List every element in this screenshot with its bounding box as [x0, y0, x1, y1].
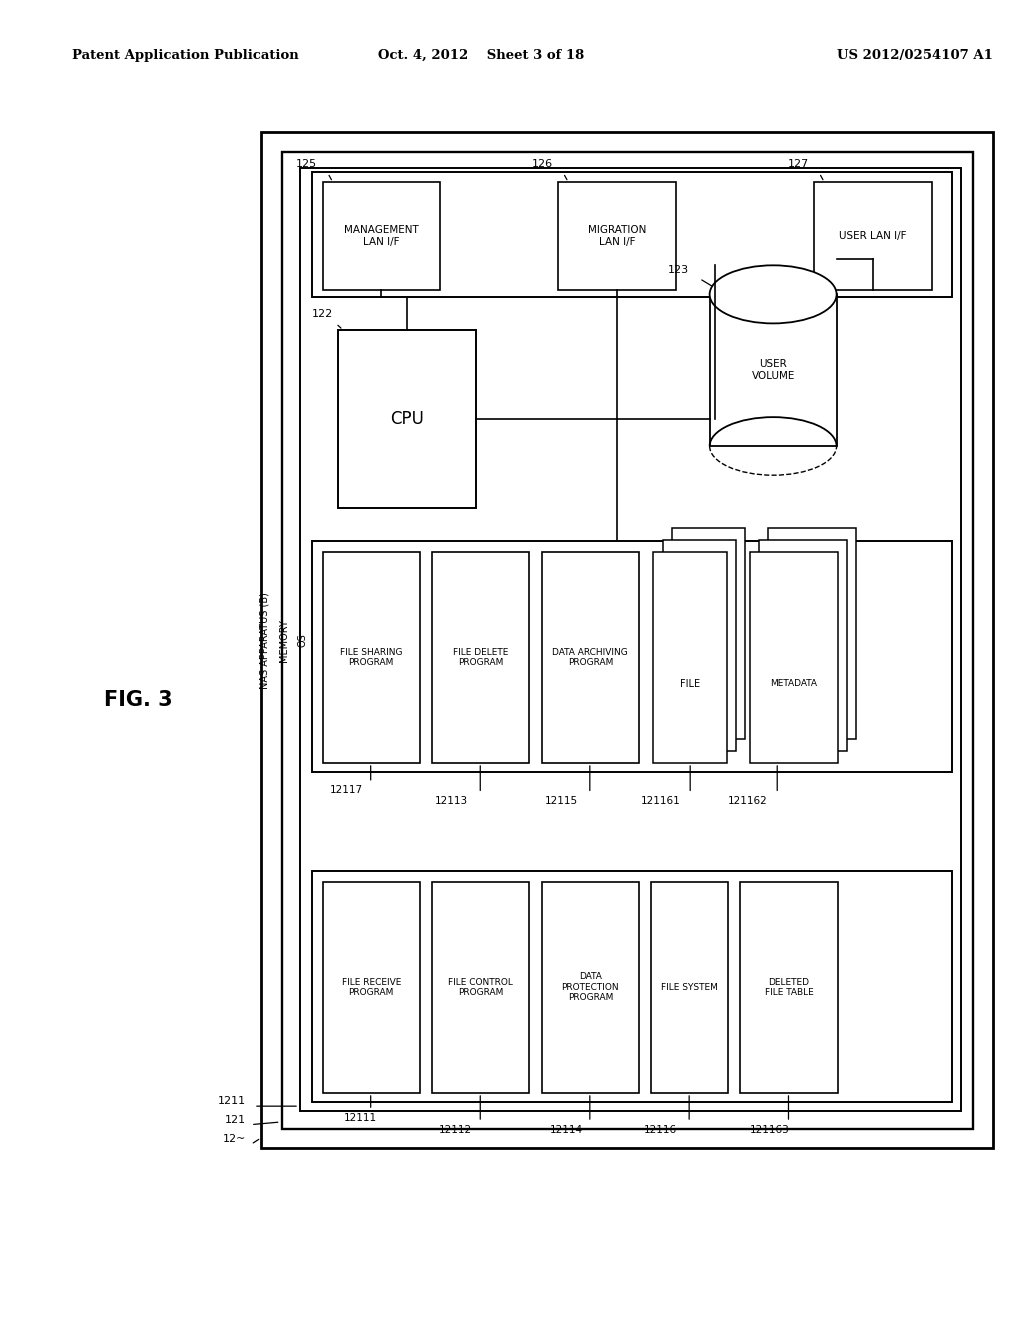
Text: FILE RECEIVE
PROGRAM: FILE RECEIVE PROGRAM	[342, 978, 400, 997]
Text: 121163: 121163	[751, 1125, 790, 1135]
Bar	[542, 882, 639, 1093]
Bar	[653, 552, 727, 763]
Text: 121: 121	[224, 1114, 246, 1125]
Text: Patent Application Publication: Patent Application Publication	[72, 49, 298, 62]
Bar	[261, 132, 993, 1148]
Text: FILE SYSTEM: FILE SYSTEM	[662, 983, 718, 991]
Bar	[740, 882, 838, 1093]
Text: NAS APPARATUS (B): NAS APPARATUS (B)	[259, 591, 269, 689]
Text: 121161: 121161	[641, 796, 680, 807]
Text: 12114: 12114	[550, 1125, 583, 1135]
Text: MANAGEMENT
LAN I/F: MANAGEMENT LAN I/F	[344, 226, 419, 247]
Text: USER LAN I/F: USER LAN I/F	[840, 231, 906, 242]
Bar	[323, 882, 420, 1093]
Bar	[300, 168, 961, 1111]
Text: 12113: 12113	[435, 796, 468, 807]
Text: Oct. 4, 2012    Sheet 3 of 18: Oct. 4, 2012 Sheet 3 of 18	[378, 49, 585, 62]
Bar	[558, 182, 676, 290]
Bar	[542, 552, 639, 763]
Bar	[663, 540, 736, 751]
Bar	[432, 882, 529, 1093]
Text: DELETED
FILE TABLE: DELETED FILE TABLE	[765, 978, 813, 997]
Text: METADATA: METADATA	[770, 680, 817, 688]
Text: CPU: CPU	[390, 411, 424, 428]
Text: FILE: FILE	[680, 678, 700, 689]
Text: 127: 127	[787, 158, 809, 169]
Bar	[759, 540, 847, 751]
Text: FILE SHARING
PROGRAM: FILE SHARING PROGRAM	[340, 648, 402, 667]
Bar	[338, 330, 476, 508]
Text: FILE DELETE
PROGRAM: FILE DELETE PROGRAM	[453, 648, 509, 667]
Bar	[710, 294, 837, 446]
Bar	[312, 541, 952, 772]
Bar	[323, 552, 420, 763]
Bar	[312, 871, 952, 1102]
Text: DATA
PROTECTION
PROGRAM: DATA PROTECTION PROGRAM	[561, 973, 620, 1002]
Bar	[750, 552, 838, 763]
Text: 123: 123	[668, 264, 689, 275]
Bar	[814, 182, 932, 290]
Text: 122: 122	[311, 309, 333, 319]
Bar	[768, 528, 856, 739]
Text: 121162: 121162	[728, 796, 767, 807]
Text: 12112: 12112	[439, 1125, 472, 1135]
Text: 125: 125	[296, 158, 317, 169]
Text: FIG. 3: FIG. 3	[103, 689, 173, 710]
Bar	[282, 152, 973, 1129]
Bar	[432, 552, 529, 763]
Text: 12~: 12~	[222, 1134, 246, 1144]
Text: 12116: 12116	[644, 1125, 677, 1135]
Text: US 2012/0254107 A1: US 2012/0254107 A1	[838, 49, 993, 62]
Text: OS: OS	[297, 634, 307, 647]
Text: FILE CONTROL
PROGRAM: FILE CONTROL PROGRAM	[449, 978, 513, 997]
Text: 12115: 12115	[545, 796, 578, 807]
Text: USER
VOLUME: USER VOLUME	[752, 359, 795, 381]
Text: MIGRATION
LAN I/F: MIGRATION LAN I/F	[588, 226, 646, 247]
Text: 12111: 12111	[344, 1113, 377, 1123]
Text: DATA ARCHIVING
PROGRAM: DATA ARCHIVING PROGRAM	[553, 648, 628, 667]
Text: 126: 126	[531, 158, 553, 169]
Text: MEMORY: MEMORY	[279, 619, 289, 661]
Ellipse shape	[710, 265, 837, 323]
Bar	[672, 528, 745, 739]
Bar	[323, 182, 440, 290]
Text: 12117: 12117	[330, 785, 362, 796]
Text: 1211: 1211	[218, 1096, 246, 1106]
Bar	[312, 172, 952, 297]
Bar	[651, 882, 728, 1093]
